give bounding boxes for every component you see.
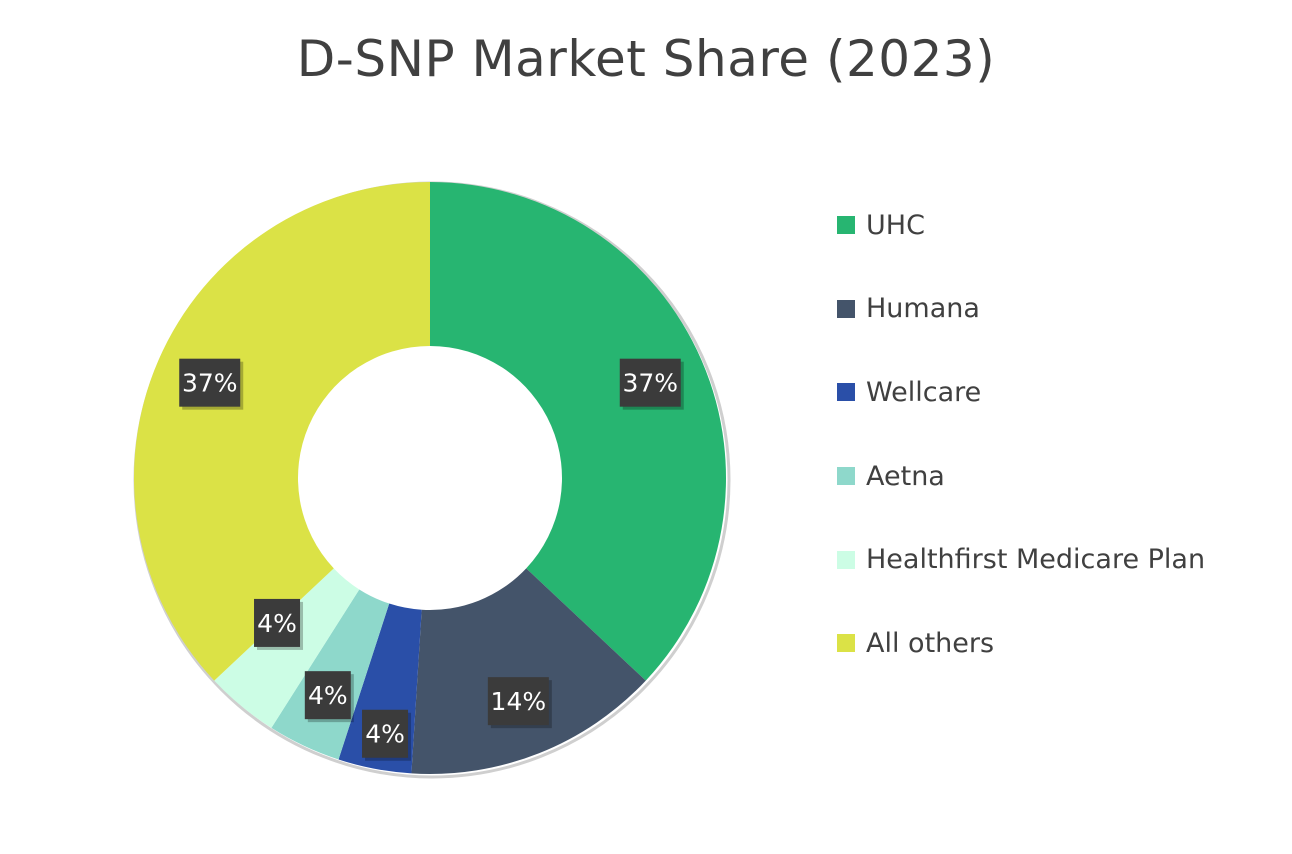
legend-item-aetna[interactable]: Aetna	[837, 455, 1205, 497]
data-labels: 37% 14% 4% 4% 4% 37%	[179, 358, 684, 761]
legend-item-wellcare[interactable]: Wellcare	[837, 371, 1205, 413]
data-label-all-others: 37%	[179, 358, 244, 410]
legend-label: All others	[866, 627, 995, 659]
legend-item-humana[interactable]: Humana	[837, 288, 1205, 330]
legend-label: Healthfirst Medicare Plan	[866, 544, 1206, 576]
legend-label: Aetna	[866, 460, 945, 492]
data-label-box	[619, 358, 681, 407]
legend-label: UHC	[866, 209, 925, 241]
data-label-text: 37%	[182, 369, 238, 398]
data-label-humana: 14%	[487, 677, 552, 729]
legend-item-uhc[interactable]: UHC	[837, 204, 1205, 246]
data-label-box	[487, 677, 549, 726]
slice-humana[interactable]	[411, 568, 646, 774]
slice-all-others[interactable]	[134, 181, 430, 681]
data-label-healthfirst-medicare-plan: 4%	[254, 598, 304, 650]
slice-healthfirst-medicare-plan[interactable]	[214, 568, 360, 728]
data-label-text: 37%	[622, 369, 678, 398]
legend-swatch	[837, 550, 855, 569]
data-label-box	[362, 709, 409, 758]
data-label-box	[179, 358, 241, 407]
legend-label: Wellcare	[866, 376, 982, 408]
legend-item-healthfirst-medicare-plan[interactable]: Healthfirst Medicare Plan	[837, 539, 1205, 581]
data-label-text: 4%	[308, 681, 348, 710]
donut-slices	[133, 181, 731, 779]
chart-title: D-SNP Market Share (2023)	[296, 30, 996, 88]
data-label-box	[304, 671, 351, 720]
data-label-text: 4%	[365, 720, 405, 749]
data-label-aetna: 4%	[304, 671, 354, 723]
legend-label: Humana	[866, 293, 980, 325]
legend-swatch	[837, 299, 855, 318]
legend-swatch	[837, 383, 855, 402]
legend-swatch	[837, 467, 855, 486]
data-label-wellcare: 4%	[362, 709, 412, 761]
chart-legend: UHC Humana Wellcare Aetna Healthfirst Medica…	[837, 204, 1205, 706]
legend-item-all-others[interactable]: All others	[837, 622, 1205, 664]
legend-swatch	[837, 216, 855, 234]
slice-uhc[interactable]	[430, 182, 726, 681]
data-label-uhc: 37%	[619, 358, 684, 410]
legend-swatch	[837, 634, 855, 653]
data-label-text: 4%	[257, 609, 297, 638]
data-label-box	[254, 598, 301, 647]
data-label-text: 14%	[491, 687, 547, 716]
